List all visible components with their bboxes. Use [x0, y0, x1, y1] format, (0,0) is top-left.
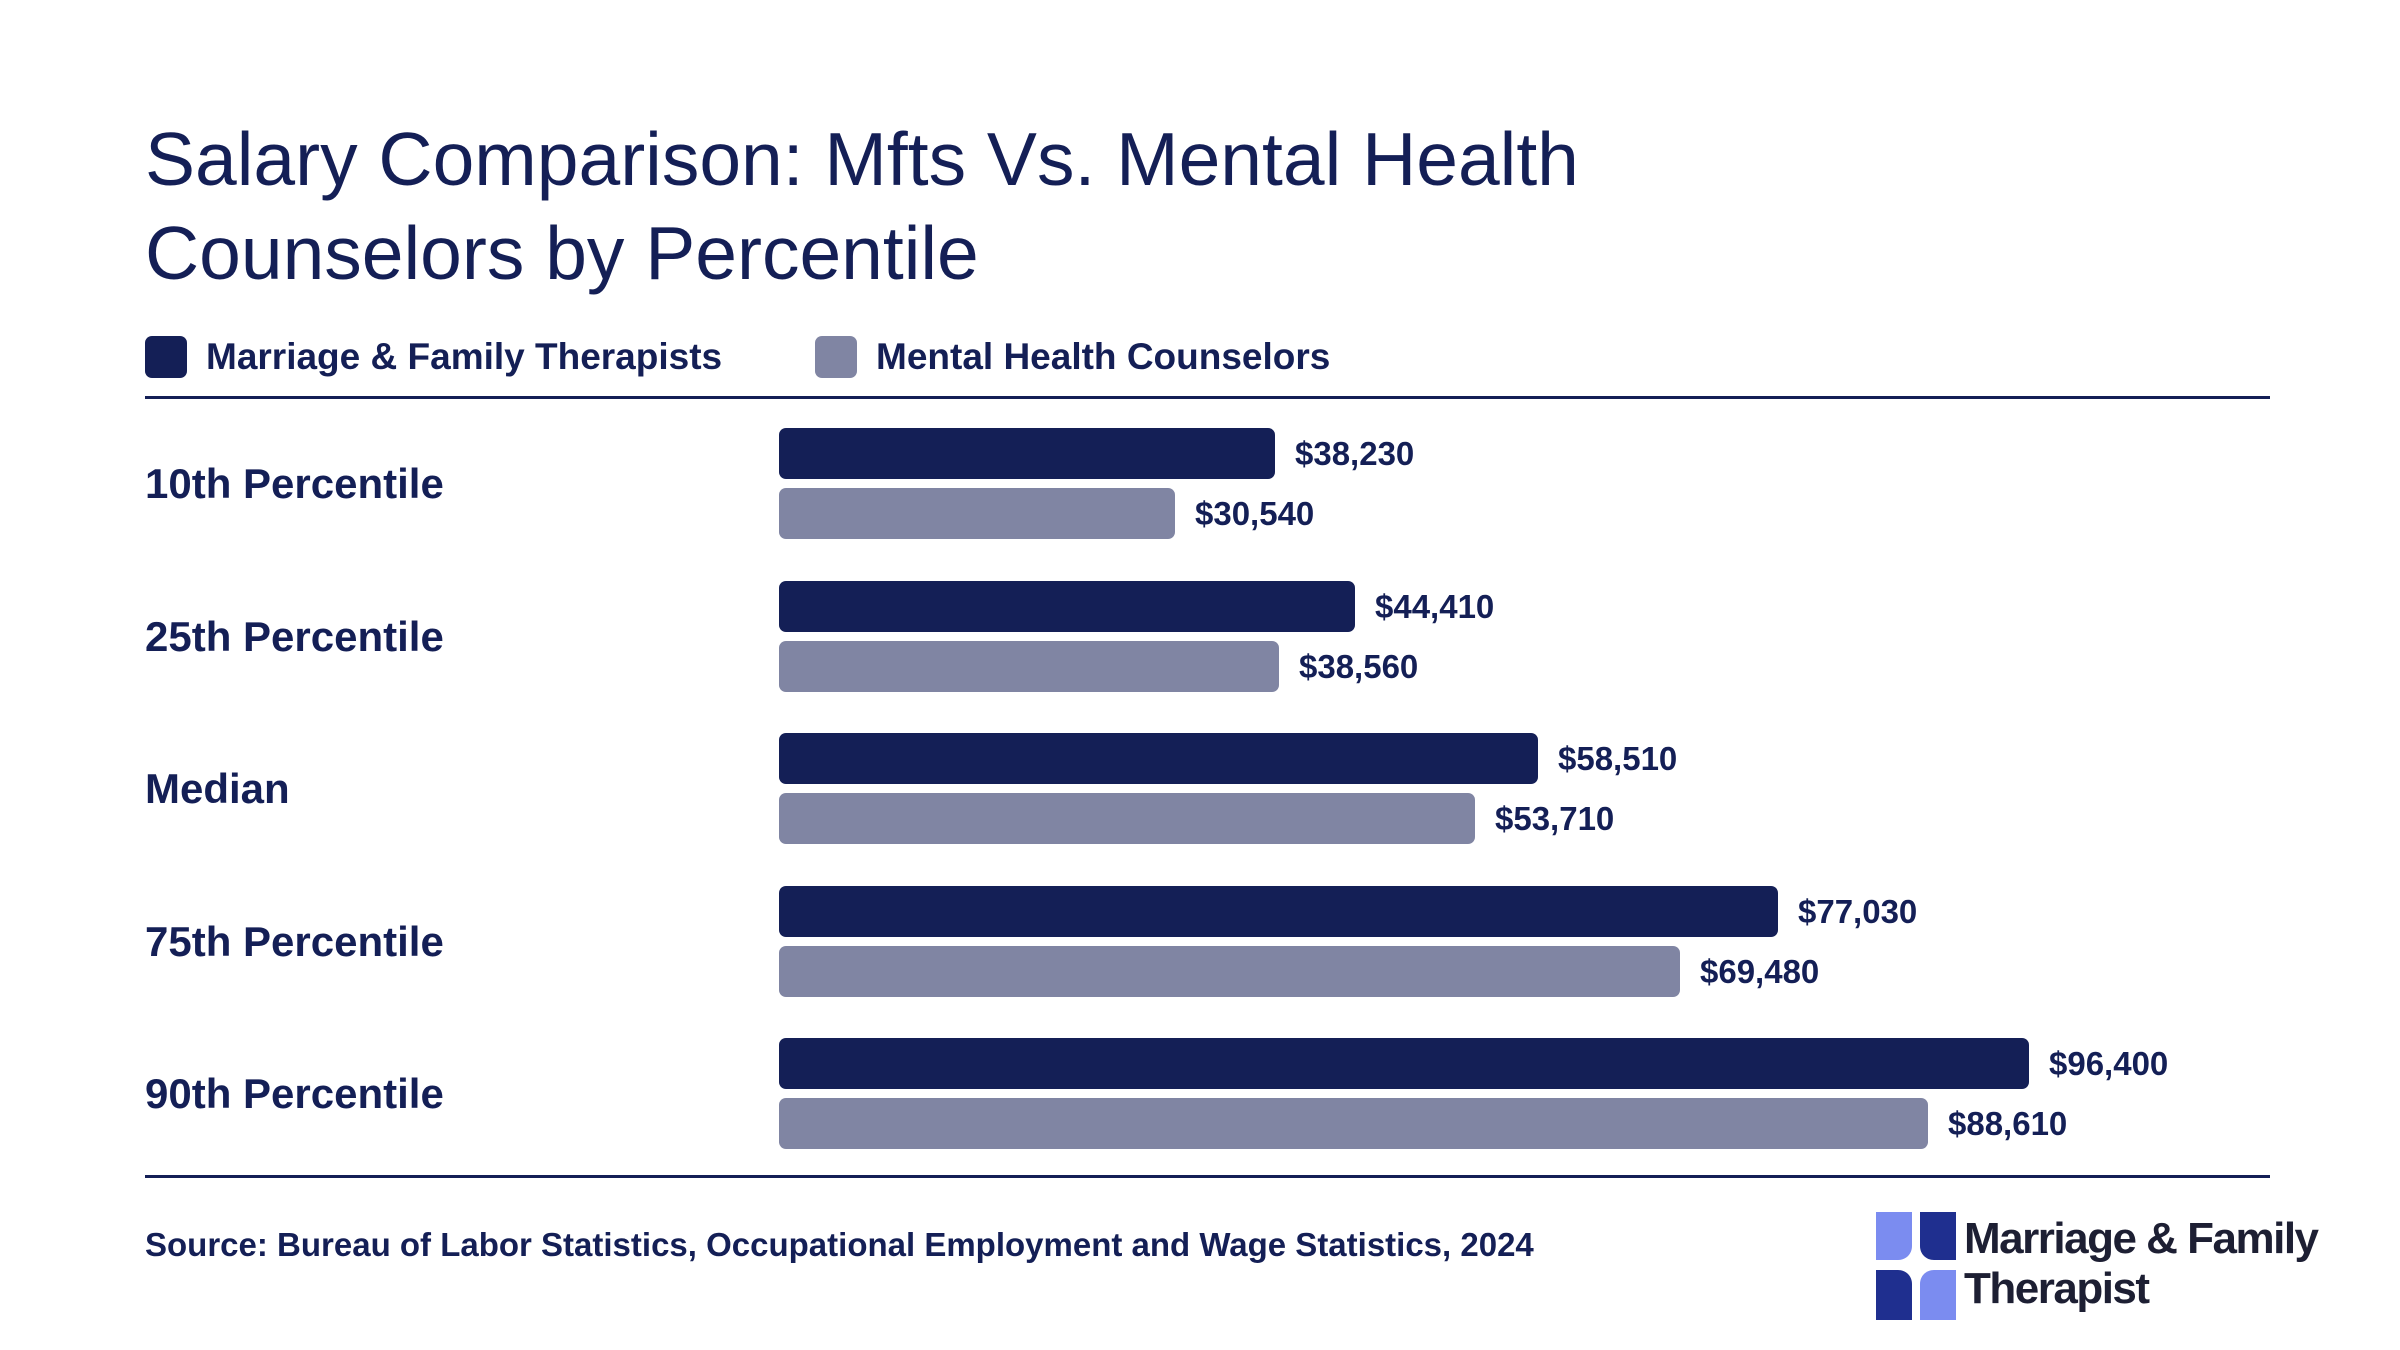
value-label-mhc: $30,540 — [1195, 495, 1315, 532]
value-label-mhc: $88,610 — [1948, 1105, 2068, 1142]
chart-title: Salary Comparison: Mfts Vs. Mental Healt… — [145, 117, 1579, 295]
category-label: 10th Percentile — [145, 460, 444, 507]
logo-mark-icon — [1876, 1212, 1956, 1320]
bar-mhc — [779, 1098, 1928, 1149]
brand-logo: Marriage & Family Therapist — [1876, 1212, 2319, 1322]
value-label-mhc: $53,710 — [1495, 800, 1615, 837]
top-divider — [145, 396, 2270, 399]
bar-mft — [779, 886, 1778, 937]
bar-mhc — [779, 793, 1475, 844]
bar-mhc — [779, 641, 1279, 692]
logo-text-line1: Marriage & Family — [1964, 1214, 2319, 1263]
source-note: Source: Bureau of Labor Statistics, Occu… — [145, 1226, 1534, 1263]
logo-text-line2: Therapist — [1964, 1264, 2150, 1313]
bar-mft — [779, 581, 1355, 632]
bar-mft — [779, 1038, 2029, 1089]
value-label-mft: $96,400 — [2049, 1045, 2169, 1082]
value-label-mft: $38,230 — [1295, 435, 1415, 472]
bottom-divider — [145, 1175, 2270, 1178]
value-label-mft: $58,510 — [1558, 740, 1678, 777]
bar-mhc — [779, 488, 1175, 539]
legend-swatch-mhc — [815, 336, 857, 378]
legend-item-mft: Marriage & Family Therapists — [145, 333, 722, 381]
legend: Marriage & Family Therapists Mental Heal… — [145, 333, 1645, 381]
category-label: 75th Percentile — [145, 917, 444, 965]
legend-swatch-mft — [145, 336, 187, 378]
category-label: 90th Percentile — [145, 1070, 444, 1117]
category-label: Median — [145, 765, 290, 812]
legend-label-mft: Marriage & Family Therapists — [206, 336, 723, 377]
bar-mhc — [779, 946, 1680, 997]
value-label-mhc: $69,480 — [1700, 953, 1820, 990]
value-label-mhc: $38,560 — [1299, 648, 1419, 685]
bar-mft — [779, 733, 1538, 784]
value-label-mft: $77,030 — [1798, 893, 1918, 930]
category-label: 25th Percentile — [145, 612, 444, 660]
legend-item-mhc: Mental Health Counselors — [815, 333, 1330, 381]
legend-label-mhc: Mental Health Counselors — [876, 336, 1331, 377]
logo-text: Marriage & Family Therapist — [1964, 1214, 2319, 1314]
bar-mft — [779, 428, 1275, 479]
value-label-mft: $44,410 — [1375, 588, 1495, 625]
